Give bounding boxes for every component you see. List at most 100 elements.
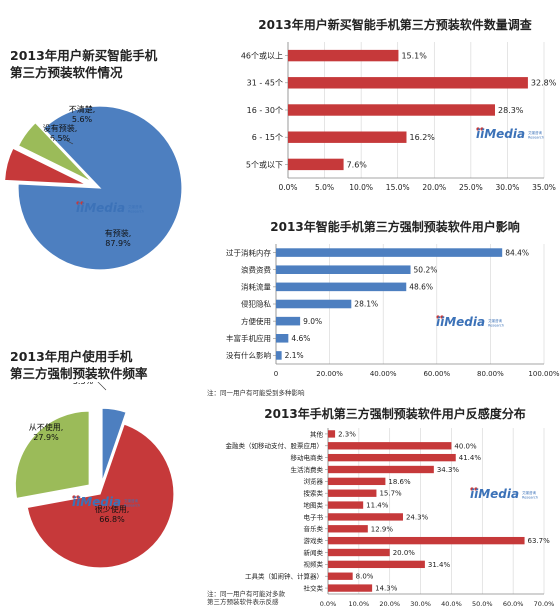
chart3-bar — [328, 560, 425, 569]
pie1-title-line2: 第三方预装软件情况 — [10, 65, 123, 80]
pie2-watermark-dot — [72, 495, 76, 499]
pie1-watermark-logo-sub2: Research — [128, 210, 144, 214]
chart3-x-tick: 40.0% — [441, 600, 462, 608]
chart2-x-tick: 80.00% — [477, 370, 504, 378]
chart3-watermark-logo-sub2: Research — [522, 496, 538, 500]
chart3-title: 2013年手机第三方强制预装软件用户反感度分布 — [264, 407, 526, 421]
chart3-bar — [328, 430, 336, 438]
chart3-value-label: 18.6% — [388, 478, 411, 486]
chart2-bar — [276, 299, 352, 309]
chart3-category-label: 生活消费类 — [291, 465, 324, 474]
chart2-bar — [276, 351, 282, 360]
chart3-category-label: 工具类（如闹钟、计算器） — [245, 572, 323, 581]
pie2-chart: 经常使用,5.3%很少使用,66.8%从不使用,27.9%iiMedia艾媒咨询… — [14, 382, 175, 569]
chart3-bar-chart: 0.0% 10.0% 20.0% 30.0% 40.0% 50.0% 60.0% 70.0% 其… — [226, 428, 555, 608]
chart3-value-label: 11.4% — [366, 502, 389, 510]
chart1-watermark-dot — [480, 127, 484, 131]
chart3-x-tick: 30.0% — [410, 600, 431, 608]
chart3-bar — [328, 477, 386, 486]
chart3-bar — [328, 536, 525, 545]
chart1-x-tick: 10.0% — [349, 183, 373, 192]
chart3-watermark-logo-text: iiMedia — [470, 487, 519, 501]
pie2-watermark-logo-text: iiMedia — [72, 495, 121, 509]
chart2-value-label: 9.0% — [303, 317, 322, 326]
chart3-category-label: 金融类（如移动支付、股票应用） — [226, 441, 324, 450]
chart3-category-label: 浏览器 — [304, 477, 324, 486]
chart2-value-label: 2.1% — [285, 351, 304, 360]
chart3-bar — [328, 489, 377, 497]
chart3-value-label: 63.7% — [528, 537, 551, 545]
chart3-value-label: 34.3% — [437, 466, 460, 474]
chart2-category-label: 浪费资费 — [241, 264, 271, 274]
pie1-watermark-logo-text: iiMedia — [76, 201, 125, 215]
chart2-category-label: 丰富手机应用 — [226, 333, 271, 343]
chart1-watermark-dot — [476, 127, 480, 131]
chart2-x-tick: 0 — [274, 370, 278, 378]
chart3-bar — [328, 572, 353, 580]
chart1-x-tick: 0.0% — [278, 183, 297, 192]
chart3-x-tick: 10.0% — [349, 600, 370, 608]
pie1-slice-value-1: 6.5% — [50, 134, 71, 143]
chart3-x-tick: 60.0% — [503, 600, 524, 608]
chart3-category-label: 社交类 — [304, 583, 324, 592]
chart3-category-label: 电子书 — [304, 512, 324, 521]
chart3-x-tick: 0.0% — [320, 600, 337, 608]
chart3-watermark-dot — [474, 487, 478, 491]
pie2-slice-label-1: 很少使用, — [95, 504, 130, 514]
pie2-watermark-logo-sub: 艾媒咨询 — [124, 498, 138, 503]
chart1-x-tick: 5.0% — [315, 183, 334, 192]
chart1-category-label: 16 - 30个 — [247, 106, 283, 115]
pie2-slice-value-1: 66.8% — [99, 515, 125, 524]
chart1-x-tick: 30.0% — [496, 183, 520, 192]
pie1-leader-1 — [61, 137, 74, 145]
chart2-category-label: 过于消耗内存 — [226, 247, 271, 257]
chart2-category-label: 方便使用 — [241, 316, 271, 326]
chart1-watermark-logo-sub2: Research — [528, 136, 544, 140]
chart3-value-label: 24.3% — [406, 513, 429, 521]
pie1-slice-value-2: 5.6% — [72, 115, 93, 124]
pie2-slice-label-2: 从不使用, — [29, 422, 64, 432]
chart3-category-label: 其他 — [310, 429, 324, 438]
chart3-x-tick: 70.0% — [534, 600, 555, 608]
chart2-bar — [276, 316, 301, 326]
chart1-category-label: 46个或以上 — [241, 50, 283, 60]
pie2-title-line1: 2013年用户使用手机 — [10, 349, 133, 364]
chart3-x-tick: 20.0% — [379, 600, 400, 608]
chart1-bar — [288, 158, 344, 171]
chart3-value-label: 14.3% — [375, 585, 398, 593]
chart3-category-label: 视频类 — [304, 560, 324, 569]
chart3-category-label: 移动电商类 — [291, 453, 324, 462]
pie2-slice-0 — [101, 407, 127, 483]
chart2-note: 注：同一用户有可能受到多种影响 — [207, 389, 305, 397]
chart1-value-label: 16.2% — [409, 133, 435, 142]
chart2-watermark-dot — [436, 315, 440, 319]
chart1-category-label: 5个或以下 — [246, 159, 283, 169]
chart3-x-tick: 50.0% — [472, 600, 493, 608]
chart2-category-label: 没有什么影响 — [226, 350, 271, 360]
chart1-title: 2013年用户新买智能手机第三方预装软件数量调查 — [258, 18, 532, 32]
chart1-value-label: 32.8% — [531, 79, 557, 88]
pie1-slice-label-0: 有预装, — [105, 228, 132, 238]
chart1-category-label: 31 - 45个 — [247, 79, 283, 88]
pie1-watermark-logo-sub: 艾媒咨询 — [128, 204, 142, 209]
chart2-title: 2013年智能手机第三方强制预装软件用户影响 — [270, 220, 520, 234]
pie2-leader-0 — [97, 382, 107, 391]
chart3-value-label: 2.3% — [338, 430, 356, 438]
pie1-slice-value-0: 87.9% — [105, 239, 131, 248]
chart2-value-label: 84.4% — [505, 248, 529, 257]
chart2-bar — [276, 334, 289, 343]
chart3-watermark-dot — [470, 487, 474, 491]
chart2-value-label: 50.2% — [414, 265, 438, 274]
chart1-category-label: 6 - 15个 — [252, 133, 283, 142]
pie1-title-line1: 2013年用户新买智能手机 — [10, 48, 158, 63]
pie1-slice-label-2: 不清楚, — [69, 104, 96, 114]
pie1-slice-label-1: 没有预装, — [43, 123, 78, 133]
chart3-bar — [328, 465, 434, 474]
chart1-bar — [288, 77, 528, 89]
chart1-x-tick: 25.0% — [459, 183, 483, 192]
chart1-x-tick: 20.0% — [422, 183, 446, 192]
